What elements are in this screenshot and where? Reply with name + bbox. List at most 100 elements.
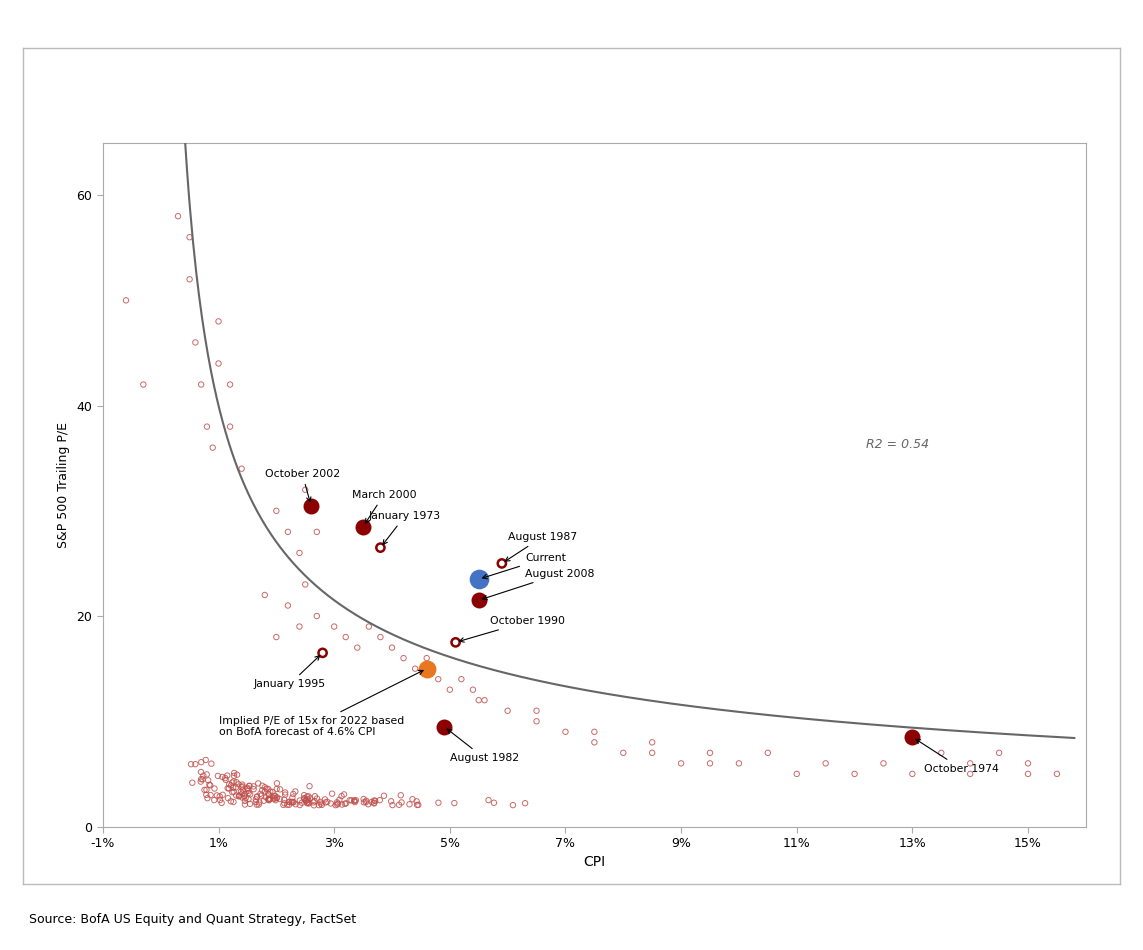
Text: August 1987: August 1987: [505, 532, 577, 561]
Point: [274, 797, 293, 812]
Point: [282, 794, 301, 809]
Point: [408, 797, 426, 812]
Point: [392, 788, 410, 803]
Point: [434, 719, 453, 734]
Point: [218, 790, 237, 806]
Point: [328, 797, 346, 812]
Point: [280, 794, 298, 809]
Point: [527, 703, 545, 718]
Point: [585, 734, 604, 750]
Point: [298, 795, 317, 810]
Point: [275, 785, 294, 800]
Point: [345, 793, 363, 808]
Point: [227, 774, 246, 789]
Point: [302, 498, 320, 513]
Point: [349, 640, 367, 656]
Point: [846, 767, 864, 782]
Point: [286, 784, 304, 799]
Point: [241, 796, 259, 811]
Point: [267, 630, 286, 645]
Point: [470, 693, 488, 708]
Point: [232, 784, 250, 799]
Point: [357, 794, 375, 809]
Point: [382, 793, 400, 808]
Point: [330, 792, 349, 808]
Point: [221, 377, 239, 392]
Point: [240, 778, 258, 793]
Point: [285, 787, 303, 802]
Point: [299, 796, 318, 811]
Point: [498, 703, 517, 718]
Point: [195, 782, 214, 797]
Point: [210, 788, 229, 804]
Point: [181, 272, 199, 287]
Point: [430, 795, 448, 810]
Point: [371, 540, 390, 555]
Point: [336, 796, 354, 811]
Point: [304, 795, 322, 810]
Point: [192, 774, 210, 789]
Point: [216, 772, 234, 788]
Point: [644, 734, 662, 750]
Point: [259, 792, 278, 808]
Point: [238, 781, 256, 796]
Point: [296, 577, 314, 592]
Point: [251, 787, 270, 802]
Text: October 2002: October 2002: [265, 469, 339, 502]
Point: [259, 787, 278, 802]
Point: [198, 790, 216, 806]
Point: [245, 779, 263, 794]
Point: [701, 756, 719, 771]
Point: [315, 791, 334, 807]
Point: [290, 793, 309, 808]
Point: [394, 651, 413, 666]
Point: [346, 792, 365, 808]
Point: [250, 795, 269, 810]
Point: [933, 745, 951, 760]
Point: [192, 377, 210, 392]
Point: [201, 778, 219, 793]
Point: [383, 797, 401, 812]
Point: [235, 787, 254, 802]
Point: [493, 556, 511, 571]
Point: [198, 767, 216, 782]
Point: [264, 790, 282, 806]
Point: [296, 483, 314, 498]
Point: [282, 794, 301, 809]
Point: [295, 790, 313, 806]
Point: [265, 788, 283, 804]
Point: [192, 765, 210, 780]
Point: [305, 788, 323, 804]
Point: [232, 779, 250, 794]
Text: January 1973: January 1973: [369, 511, 441, 544]
Point: [527, 713, 545, 729]
Point: [193, 771, 211, 787]
Text: March 2000: March 2000: [352, 490, 416, 523]
Text: Source: BofA US Equity and Quant Strategy, FactSet: Source: BofA US Equity and Quant Strateg…: [29, 913, 355, 926]
Point: [375, 788, 393, 804]
Point: [248, 789, 266, 805]
Point: [417, 651, 435, 666]
Point: [200, 777, 218, 792]
Point: [257, 781, 275, 796]
Text: August 1982: August 1982: [447, 729, 519, 763]
Point: [321, 796, 339, 811]
Point: [255, 793, 273, 808]
Point: [218, 768, 237, 783]
Point: [134, 377, 152, 392]
Point: [222, 778, 240, 793]
Point: [307, 791, 326, 807]
Point: [231, 788, 249, 803]
Point: [266, 792, 285, 808]
Point: [275, 796, 294, 811]
Point: [247, 791, 265, 807]
Point: [117, 293, 135, 308]
Text: Implied P/E of 15x for 2022 based
on BofA forecast of 4.6% CPI: Implied P/E of 15x for 2022 based on Bof…: [218, 671, 423, 737]
Point: [233, 786, 251, 801]
Point: [240, 778, 258, 793]
Point: [235, 793, 254, 808]
Text: R2 = 0.54: R2 = 0.54: [866, 438, 929, 450]
Point: [248, 788, 266, 804]
Point: [359, 797, 377, 812]
Point: [267, 790, 286, 806]
